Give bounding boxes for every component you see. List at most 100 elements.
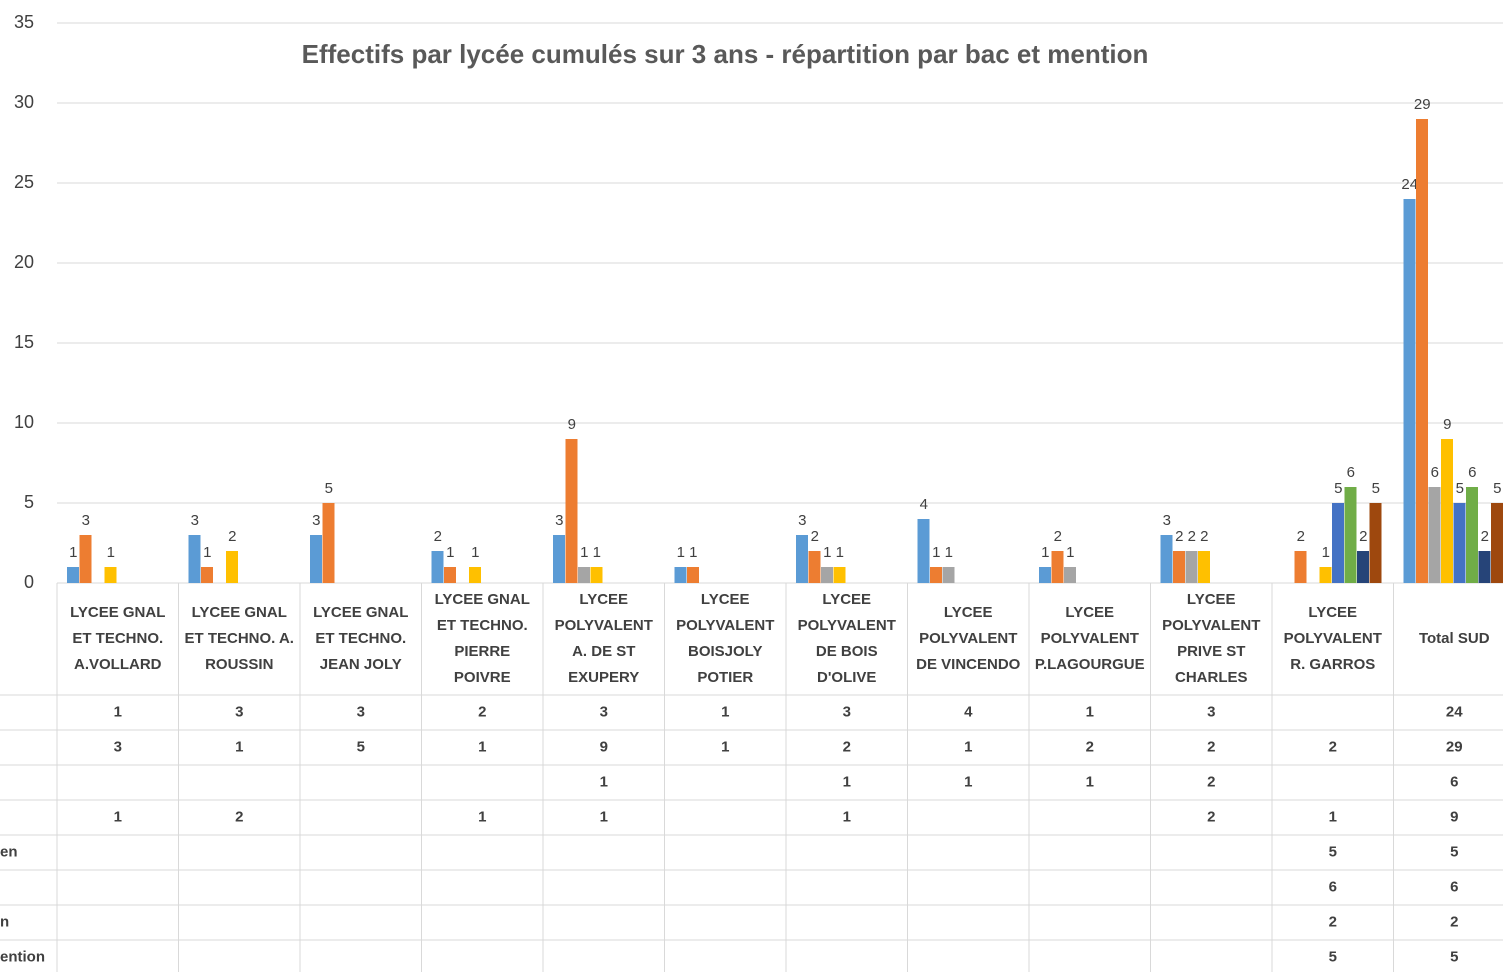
table-cell: 3: [114, 738, 122, 755]
x-tick-label-box: LYCEE POLYVALENT R. GARROS: [1283, 604, 1382, 673]
data-label: 2: [228, 528, 236, 545]
bar: [1064, 567, 1076, 583]
data-label: 1: [203, 544, 211, 561]
data-label: 1: [471, 544, 479, 561]
data-label: 3: [1163, 512, 1171, 529]
table-cell: 6: [1329, 878, 1337, 895]
data-label: 2: [1175, 528, 1183, 545]
x-tick-label: LYCEE GNAL ET TECHNO. A.VOLLARD: [70, 604, 166, 673]
data-label: 1: [836, 544, 844, 561]
data-label: 3: [191, 512, 199, 529]
x-tick-label-box: Total SUD: [1418, 630, 1490, 647]
y-tick-label: 0: [24, 572, 34, 592]
data-label: 9: [1443, 416, 1451, 433]
chart-title: Effectifs par lycée cumulés sur 3 ans - …: [302, 39, 1149, 69]
table-cell: 1: [114, 808, 122, 825]
table-cell: 3: [1207, 703, 1215, 720]
bar: [1416, 119, 1428, 583]
data-label: 1: [580, 544, 588, 561]
bar: [590, 567, 603, 583]
x-tick-label-box: LYCEE POLYVALENT BOISJOLY POTIER: [676, 591, 774, 686]
bar: [553, 535, 565, 583]
table-cell: 9: [600, 738, 608, 755]
bar: [226, 551, 238, 583]
bar: [930, 567, 942, 583]
table-cell: 5: [1329, 948, 1337, 965]
x-tick-label: LYCEE POLYVALENT R. GARROS: [1283, 604, 1382, 673]
bar: [1478, 551, 1491, 583]
bar: [444, 567, 456, 583]
table-cell: 5: [357, 738, 365, 755]
bar: [687, 567, 699, 583]
y-tick-label: 20: [14, 252, 34, 272]
x-tick-label-box: LYCEE GNAL ET TECHNO. JEAN JOLY: [313, 604, 408, 673]
table-cell: 24: [1446, 703, 1463, 720]
data-label: 1: [945, 544, 953, 561]
y-tick-label: 15: [14, 332, 34, 352]
data-label: 2: [1359, 528, 1367, 545]
x-tick-label-box: LYCEE POLYVALENT DE VINCENDO: [916, 604, 1021, 673]
bar: [1403, 199, 1416, 583]
bar: [1466, 487, 1478, 583]
data-label: 3: [798, 512, 806, 529]
table-cell: 2: [1450, 913, 1458, 930]
data-label: 3: [312, 512, 320, 529]
bar: [917, 519, 930, 583]
table-cell: 1: [600, 808, 608, 825]
bar: [431, 551, 444, 583]
data-label: 2: [811, 528, 819, 545]
table-cell: 1: [478, 808, 486, 825]
bar: [1198, 551, 1210, 583]
x-tick-label-box: LYCEE GNAL ET TECHNO. PIERRE POIVRE: [434, 591, 530, 686]
table-cell: 1: [1086, 773, 1094, 790]
table-cell: 1: [478, 738, 486, 755]
data-label: 5: [1372, 480, 1380, 497]
data-label: 1: [1322, 544, 1330, 561]
bar: [565, 439, 578, 583]
x-tick-label: LYCEE POLYVALENT DE VINCENDO: [916, 604, 1021, 673]
x-tick-label-box: LYCEE POLYVALENT PRIVE ST CHARLES: [1162, 591, 1260, 686]
bar: [1453, 503, 1466, 583]
data-label: 1: [593, 544, 601, 561]
table-cell: 2: [1207, 738, 1215, 755]
bar: [1173, 551, 1185, 583]
y-tick-label: 25: [14, 172, 34, 192]
table-cell: 5: [1450, 843, 1458, 860]
data-label: 24: [1401, 176, 1418, 193]
table-cell: 1: [964, 773, 972, 790]
x-tick-label: LYCEE GNAL ET TECHNO. PIERRE POIVRE: [434, 591, 530, 686]
data-label: 1: [446, 544, 454, 561]
bar: [578, 567, 590, 583]
table-cell: 2: [843, 738, 851, 755]
table-cell: 5: [1329, 843, 1337, 860]
y-tick-label: 10: [14, 412, 34, 432]
data-label: 3: [82, 512, 90, 529]
bar: [674, 567, 687, 583]
table-cell: 2: [478, 703, 486, 720]
x-tick-label-box: LYCEE POLYVALENT DE BOIS D'OLIVE: [798, 591, 896, 686]
data-label: 6: [1468, 464, 1476, 481]
table-cell: 29: [1446, 738, 1463, 755]
data-label: 1: [932, 544, 940, 561]
data-label: 3: [555, 512, 563, 529]
bar: [808, 551, 821, 583]
bar: [201, 567, 213, 583]
y-tick-label: 35: [14, 12, 34, 32]
table-cell: 1: [114, 703, 122, 720]
bar: [1185, 551, 1198, 583]
table-cell: 3: [235, 703, 243, 720]
table-cell: 3: [357, 703, 365, 720]
table-cell: 6: [1450, 773, 1458, 790]
legend-label: n: [0, 913, 9, 930]
x-tick-label: Total SUD: [1418, 630, 1490, 647]
data-label: 1: [107, 544, 115, 561]
data-label: 2: [1200, 528, 1208, 545]
data-label: 1: [677, 544, 685, 561]
table-cell: 1: [235, 738, 243, 755]
bar: [322, 503, 335, 583]
table-cell: 2: [1086, 738, 1094, 755]
table-cell: 2: [1329, 913, 1337, 930]
y-tick-label: 5: [24, 492, 34, 512]
table-cell: 5: [1450, 948, 1458, 965]
